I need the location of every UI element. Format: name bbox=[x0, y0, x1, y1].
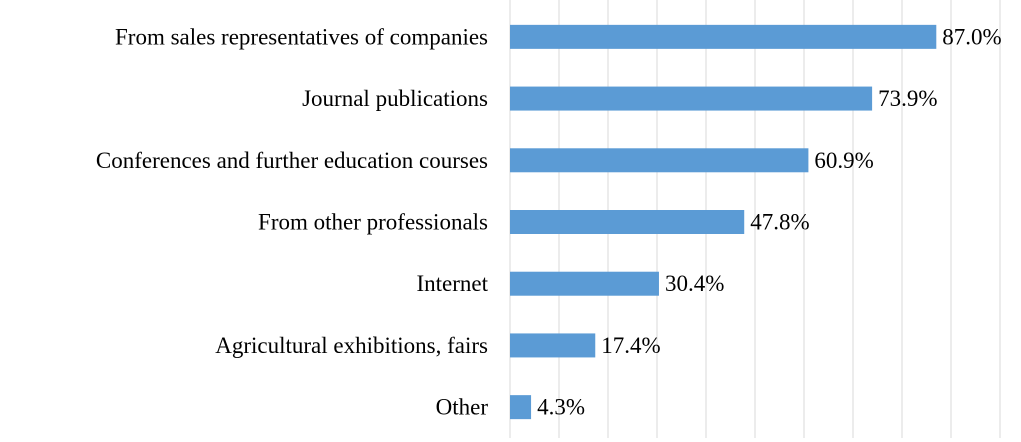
value-label: 60.9% bbox=[814, 148, 873, 173]
category-label: Agricultural exhibitions, fairs bbox=[215, 333, 488, 358]
category-label: Other bbox=[436, 395, 489, 420]
bars bbox=[510, 24, 937, 420]
bar bbox=[510, 86, 873, 111]
category-labels: From sales representatives of companies J… bbox=[96, 24, 489, 419]
value-label: 87.0% bbox=[942, 24, 1001, 49]
category-label: From sales representatives of companies bbox=[115, 24, 488, 49]
value-label: 73.9% bbox=[878, 86, 937, 111]
value-label: 17.4% bbox=[601, 333, 660, 358]
value-label: 30.4% bbox=[665, 271, 724, 296]
bar bbox=[510, 333, 596, 358]
value-labels: 87.0% 73.9% 60.9% 47.8% 30.4% 17.4% 4.3% bbox=[537, 24, 1002, 419]
value-label: 47.8% bbox=[750, 210, 809, 235]
category-label: Conferences and further education course… bbox=[96, 148, 488, 173]
bar bbox=[510, 148, 809, 173]
bar bbox=[510, 271, 659, 296]
value-label: 4.3% bbox=[537, 395, 585, 420]
bar bbox=[510, 24, 937, 49]
category-label: From other professionals bbox=[258, 210, 488, 235]
category-label: Journal publications bbox=[302, 86, 488, 111]
bar bbox=[510, 395, 532, 420]
bar bbox=[510, 210, 745, 234]
gridlines bbox=[509, 0, 1001, 438]
category-label: Internet bbox=[416, 271, 488, 296]
